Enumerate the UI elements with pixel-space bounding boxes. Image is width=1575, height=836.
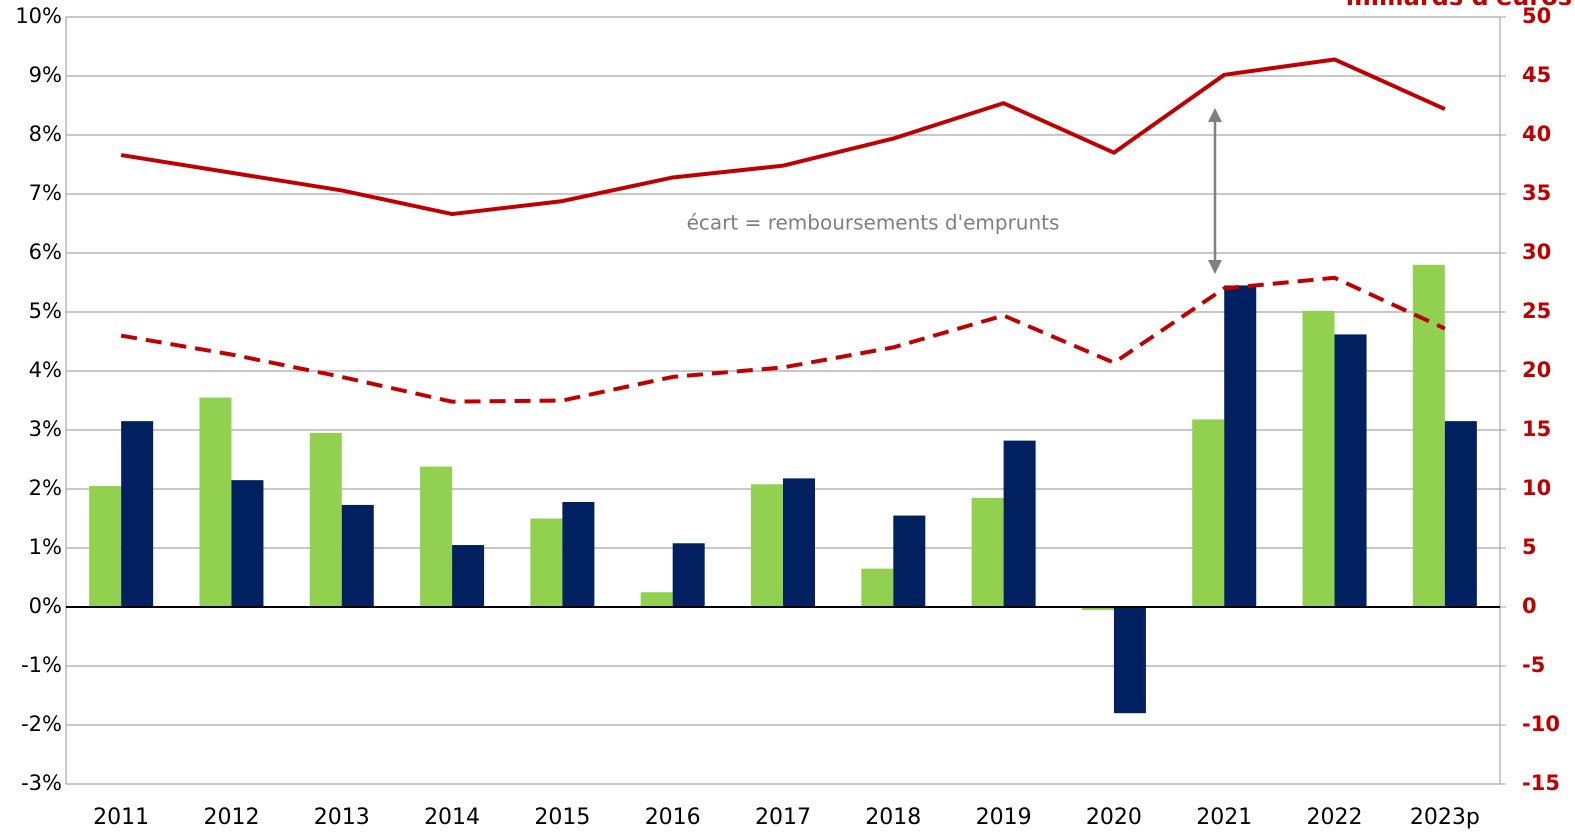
y-tick-label: -3% bbox=[21, 771, 62, 795]
line bbox=[120, 57, 1446, 217]
x-tick-label: 2021 bbox=[1196, 805, 1252, 830]
x-tick-label: 2023p bbox=[1410, 805, 1480, 830]
y2-tick-label: 15 bbox=[1522, 417, 1551, 441]
y2-tick-label: 20 bbox=[1522, 358, 1551, 382]
bar bbox=[530, 518, 563, 607]
y-tick-label: 2% bbox=[29, 476, 62, 500]
y2-tick-label: -10 bbox=[1522, 712, 1560, 736]
y2-tick-label: 40 bbox=[1522, 122, 1551, 146]
bar bbox=[452, 545, 485, 607]
x-tick-label: 2013 bbox=[314, 805, 370, 830]
bar bbox=[861, 568, 894, 607]
y-tick-label: 8% bbox=[29, 122, 62, 146]
y-tick-label: 7% bbox=[29, 181, 62, 205]
bar bbox=[1444, 421, 1477, 607]
bar bbox=[420, 466, 453, 607]
y2-tick-label: 45 bbox=[1522, 63, 1551, 87]
y2-tick-label: 5 bbox=[1522, 535, 1537, 559]
x-tick-label: 2016 bbox=[645, 805, 701, 830]
y-tick-label: 6% bbox=[29, 240, 62, 264]
x-tick-label: 2017 bbox=[755, 805, 811, 830]
bar bbox=[1081, 607, 1114, 610]
y2-tick-label: 30 bbox=[1522, 240, 1551, 264]
x-tick-label: 2015 bbox=[534, 805, 590, 830]
bar bbox=[971, 497, 1004, 607]
y-tick-label: -2% bbox=[21, 712, 62, 736]
y-tick-label: 1% bbox=[29, 535, 62, 559]
y2-tick-label: -15 bbox=[1522, 771, 1560, 795]
bar bbox=[1412, 264, 1445, 607]
y-tick-label: 4% bbox=[29, 358, 62, 382]
y-tick-label: 10% bbox=[15, 4, 62, 28]
bar bbox=[1003, 440, 1036, 607]
y-tick-label: -1% bbox=[21, 653, 62, 677]
bar bbox=[640, 592, 673, 607]
bar bbox=[672, 543, 705, 607]
bar bbox=[1334, 334, 1367, 607]
y-tick-label: 0% bbox=[29, 594, 62, 618]
x-tick-label: 2018 bbox=[865, 805, 921, 830]
bar bbox=[1224, 285, 1257, 607]
bar bbox=[751, 484, 783, 607]
y-tick-label: 3% bbox=[29, 417, 62, 441]
y2-tick-label: 0 bbox=[1522, 594, 1537, 618]
bar bbox=[341, 504, 374, 607]
bar bbox=[89, 486, 122, 607]
bar bbox=[309, 432, 342, 607]
line bbox=[120, 275, 1446, 404]
x-tick-label: 2019 bbox=[976, 805, 1032, 830]
bar bbox=[121, 421, 154, 607]
x-tick-label: 2020 bbox=[1086, 805, 1142, 830]
bar bbox=[893, 515, 926, 607]
bar bbox=[1302, 310, 1335, 607]
y-tick-label: 5% bbox=[29, 299, 62, 323]
bar bbox=[231, 480, 264, 607]
y2-tick-label: 25 bbox=[1522, 299, 1551, 323]
x-tick-label: 2014 bbox=[424, 805, 480, 830]
y2-tick-label: -5 bbox=[1522, 653, 1545, 677]
y2-axis-title: milliards d'euros bbox=[1346, 0, 1572, 11]
bar bbox=[1113, 607, 1146, 714]
bar bbox=[562, 501, 595, 607]
bar bbox=[1192, 419, 1225, 607]
bar bbox=[199, 397, 232, 607]
x-tick-label: 2011 bbox=[93, 805, 149, 830]
x-tick-label: 2022 bbox=[1307, 805, 1363, 830]
x-tick-label: 2012 bbox=[203, 805, 259, 830]
y2-tick-label: 35 bbox=[1522, 181, 1551, 205]
annotation: écart = remboursements d'emprunts bbox=[687, 211, 1060, 235]
y2-tick-label: 50 bbox=[1522, 4, 1551, 28]
bar bbox=[783, 478, 815, 607]
y-tick-label: 9% bbox=[29, 63, 62, 87]
y2-tick-label: 10 bbox=[1522, 476, 1551, 500]
